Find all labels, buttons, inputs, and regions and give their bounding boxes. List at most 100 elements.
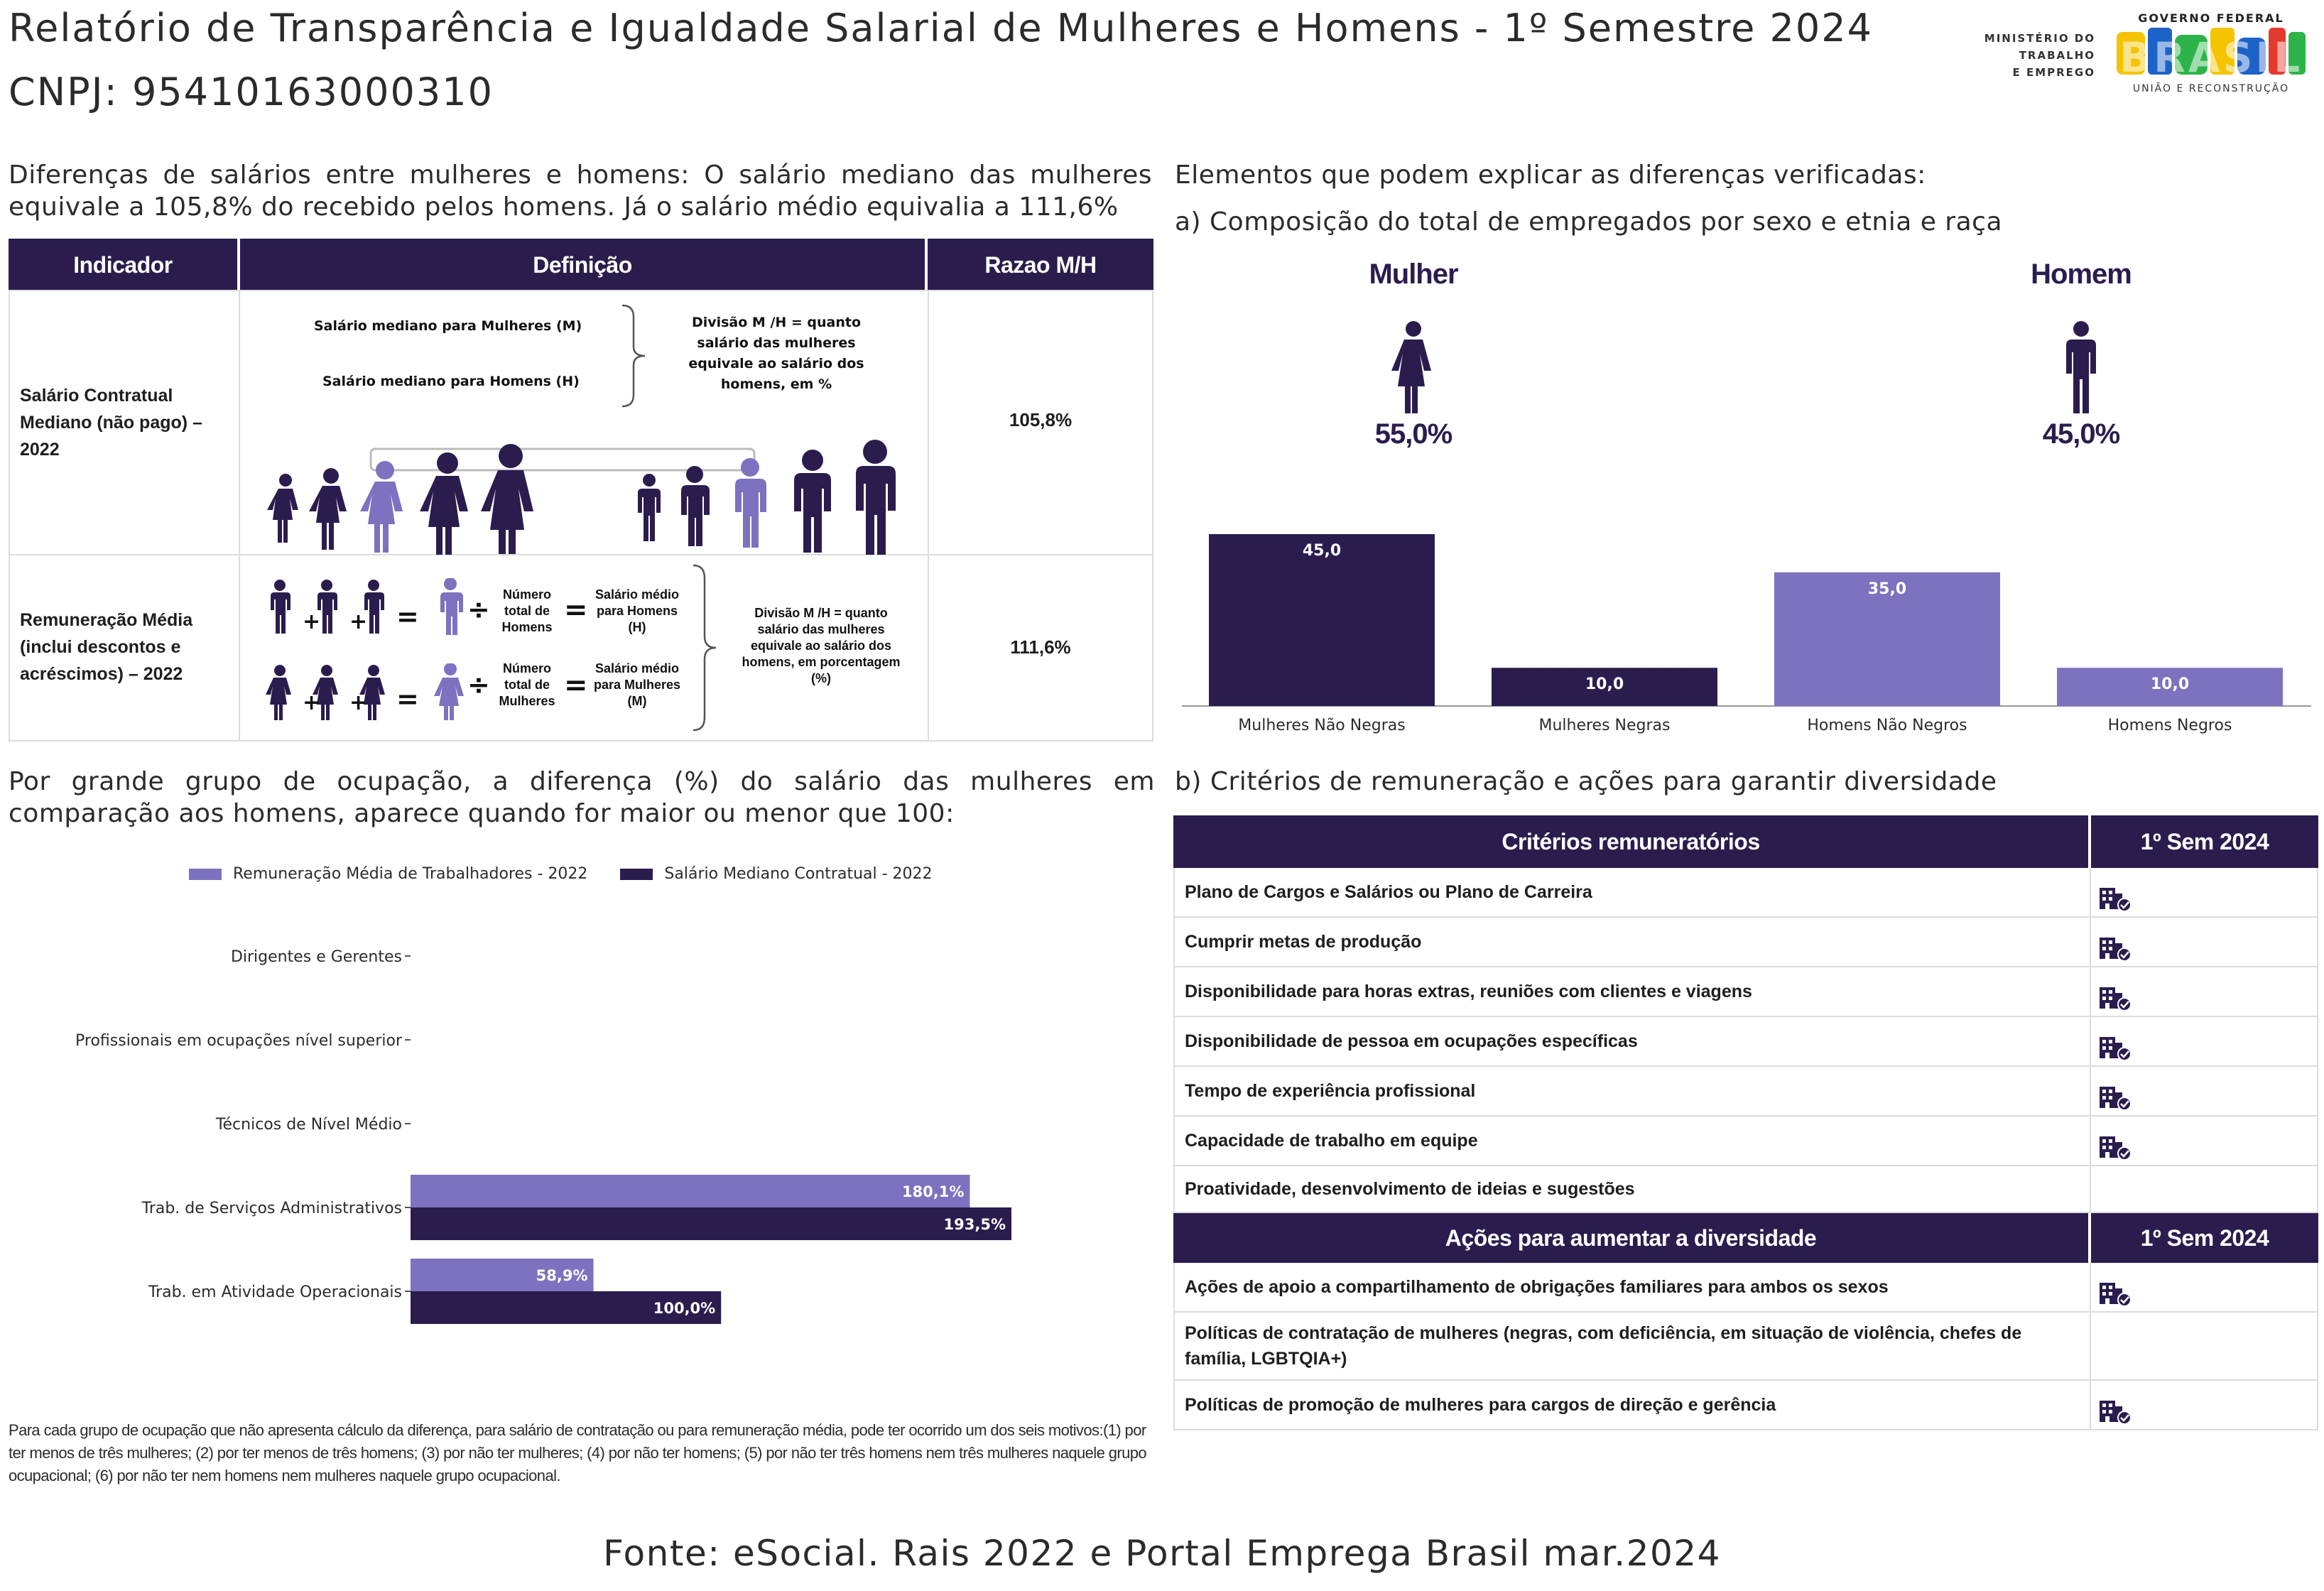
criteria-heading: b) Critérios de remuneração e ações para… bbox=[1175, 767, 1997, 796]
woman-icon bbox=[1391, 321, 1431, 413]
num-women-label: Número total de Mulheres bbox=[499, 661, 555, 708]
composition-bar bbox=[1209, 534, 1435, 706]
men-summary: Homem 45,0% bbox=[1975, 259, 2188, 450]
composition-chart: 45,0 Mulheres Não Negras 10,0 Mulheres Negr… bbox=[1182, 534, 2311, 734]
building-check-icon bbox=[2100, 1087, 2132, 1111]
criteria-row-label: Disponibilidade para horas extras, reuni… bbox=[1173, 967, 2091, 1017]
row1-women-median-label: Salário mediano para Mulheres (M) bbox=[314, 318, 582, 334]
occupation-bar bbox=[411, 1175, 970, 1207]
criteria-row: Disponibilidade para horas extras, reuni… bbox=[1173, 967, 2318, 1017]
criteria-row: Proatividade, desenvolvimento de ideias … bbox=[1173, 1166, 2318, 1213]
criteria-row-label: Ações de apoio a compartilhamento de obr… bbox=[1173, 1263, 2091, 1313]
sal-women-label: Salário médio para Mulheres (M) bbox=[593, 661, 681, 708]
occupation-category-label: Trab. de Serviços Administrativos bbox=[141, 1200, 402, 1217]
criteria-row-status bbox=[2091, 1381, 2318, 1430]
criteria-table: Critérios remuneratórios 1º Sem 2024 Pla… bbox=[1173, 815, 2318, 1430]
women-summary: Mulher 55,0% bbox=[1307, 259, 1520, 450]
legend-swatch-median bbox=[620, 868, 653, 880]
row1-men-median-label: Salário mediano para Homens (H) bbox=[322, 374, 580, 389]
brasil-wordmark: BRASIL bbox=[2115, 28, 2307, 82]
composition-bar bbox=[1774, 572, 2000, 706]
composition-category-label: Mulheres Negras bbox=[1538, 717, 1670, 734]
criteria-row: Políticas de contratação de mulheres (ne… bbox=[1173, 1313, 2318, 1381]
criteria-row-label: Capacidade de trabalho em equipe bbox=[1173, 1117, 2091, 1166]
men-label: Homem bbox=[2031, 259, 2132, 290]
criteria-row-status bbox=[2091, 868, 2318, 918]
definition-header: Definição bbox=[240, 239, 925, 291]
ministry-logo: MINISTÉRIO DO TRABALHO E EMPREGO bbox=[1946, 30, 2095, 81]
woman-icon-4 bbox=[420, 452, 468, 555]
legend-swatch-avg bbox=[189, 868, 222, 880]
criteria-row: Disponibilidade de pessoa em ocupações e… bbox=[1173, 1017, 2318, 1067]
occupation-category-label: Profissionais em ocupações nível superio… bbox=[75, 1032, 403, 1050]
row2-brace-icon bbox=[693, 564, 717, 732]
row1-indicator-text: Salário Contratual Mediano (não pago) – … bbox=[20, 386, 202, 460]
ministry-line1: MINISTÉRIO DO bbox=[1984, 32, 2095, 45]
composition-category-label: Mulheres Não Negras bbox=[1238, 717, 1405, 734]
criteria-row-label: Plano de Cargos e Salários ou Plano de C… bbox=[1173, 868, 2091, 918]
man-icon-4 bbox=[794, 450, 831, 553]
composition-heading: a) Composição do total de empregados por… bbox=[1175, 207, 2003, 237]
num-men-label: Número total de Homens bbox=[501, 587, 553, 634]
criteria-row: Plano de Cargos e Salários ou Plano de C… bbox=[1173, 868, 2318, 918]
occupation-value-label: 180,1% bbox=[902, 1183, 964, 1200]
occupation-footnote: Para cada grupo de ocupação que não apre… bbox=[9, 1421, 1147, 1484]
gov-brasil-logo: GOVERNO FEDERAL BRASIL UNIÃO E RECONSTRU… bbox=[2115, 11, 2307, 101]
sal-men-label: Salário médio para Homens (H) bbox=[594, 587, 680, 634]
composition-bar bbox=[2057, 668, 2283, 706]
occupation-category-label: Dirigentes e Gerentes bbox=[231, 948, 402, 966]
criteria-row-status bbox=[2091, 967, 2318, 1017]
composition-value-label: 45,0 bbox=[1303, 542, 1341, 560]
page-title: Relatório de Transparência e Igualdade S… bbox=[9, 6, 1873, 50]
occupation-heading: Por grande grupo de ocupação, a diferenç… bbox=[9, 767, 1155, 828]
women-label: Mulher bbox=[1369, 259, 1458, 290]
salary-difference-intro: Diferenças de salários entre mulheres e … bbox=[9, 161, 1152, 222]
occupation-legend: Remuneração Média de Trabalhadores - 202… bbox=[189, 865, 933, 883]
row2-formula-men-icons bbox=[271, 578, 463, 635]
composition-value-label: 10,0 bbox=[2151, 675, 2189, 693]
criteria-row-label: Disponibilidade de pessoa em ocupações e… bbox=[1173, 1017, 2091, 1067]
man-icon-3 bbox=[735, 458, 766, 548]
row1-brace-icon bbox=[621, 304, 646, 408]
divide-sign: ÷ bbox=[467, 594, 490, 625]
criteria-row-status bbox=[2091, 1313, 2318, 1381]
criteria-row-status bbox=[2091, 1117, 2318, 1166]
criteria-row: Tempo de experiência profissional bbox=[1173, 1067, 2318, 1117]
ministry-line3: E EMPREGO bbox=[2012, 66, 2095, 79]
occupation-value-label: 193,5% bbox=[944, 1216, 1006, 1233]
occupation-bars: Dirigentes e Gerentes Profissionais em oc… bbox=[75, 948, 1011, 1324]
row1-division-text: Divisão M /H = quanto salário das mulher… bbox=[688, 315, 864, 392]
composition-value-label: 10,0 bbox=[1585, 675, 1624, 693]
row2-formula-women-icons bbox=[266, 663, 464, 720]
criteria-row: Ações de apoio a compartilhamento de obr… bbox=[1173, 1263, 2318, 1313]
woman-icon-5 bbox=[481, 444, 533, 554]
criteria-header: Critérios remuneratórios bbox=[1173, 815, 2091, 868]
brasil-color-blocks bbox=[2117, 28, 2306, 75]
row2-indicator-text: Remuneração Média (inclui descontos e ac… bbox=[20, 610, 193, 684]
occupation-bar bbox=[411, 1291, 722, 1324]
composition-category-label: Homens Não Negros bbox=[1807, 717, 1967, 734]
source-footer: Fonte: eSocial. Rais 2022 e Portal Empre… bbox=[603, 1533, 1721, 1574]
right-heading: Elementos que podem explicar as diferenç… bbox=[1175, 161, 1926, 190]
building-check-icon bbox=[2100, 1037, 2132, 1061]
composition-bar bbox=[1492, 668, 1717, 706]
row2-ratio-text: 111,6% bbox=[1010, 636, 1071, 658]
criteria-row-label: Cumprir metas de produção bbox=[1173, 918, 2091, 967]
ratio-header: Razao M/H bbox=[928, 239, 1153, 291]
cnpj: CNPJ: 95410163000310 bbox=[9, 70, 494, 114]
man-icon-2 bbox=[681, 466, 710, 546]
criteria-row: Capacidade de trabalho em equipe bbox=[1173, 1117, 2318, 1166]
woman-icon-1 bbox=[267, 474, 298, 543]
plus-sign: + bbox=[303, 609, 321, 634]
criteria-row-status bbox=[2091, 1166, 2318, 1213]
criteria-row-label: Proatividade, desenvolvimento de ideias … bbox=[1173, 1166, 2091, 1213]
equals-sign: = bbox=[396, 683, 419, 715]
criteria-row-status bbox=[2091, 1017, 2318, 1067]
building-check-icon bbox=[2100, 888, 2132, 912]
plus-sign: + bbox=[349, 609, 368, 634]
woman-icon-3 bbox=[360, 461, 403, 553]
criteria-row-status bbox=[2091, 1067, 2318, 1117]
row2-division-text: Divisão M /H = quanto salário das mulher… bbox=[742, 606, 901, 685]
criteria-row-status bbox=[2091, 1263, 2318, 1313]
man-icon bbox=[2066, 321, 2096, 413]
